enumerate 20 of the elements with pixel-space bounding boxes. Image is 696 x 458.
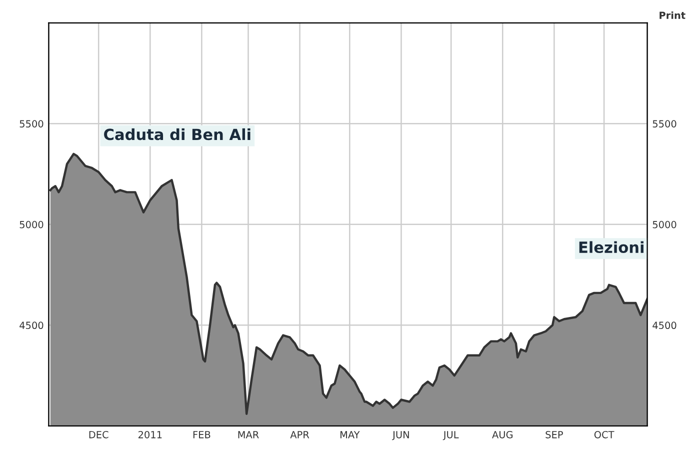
x-tick-label: MAY	[340, 431, 360, 438]
annotation: Elezioni	[579, 241, 644, 254]
text: Print	[660, 11, 686, 19]
y-tick-label: 5000	[20, 220, 44, 228]
x-tick-label: JUL	[442, 431, 459, 440]
x-tick-label: 2011	[138, 430, 162, 438]
x-tick-label: APR	[290, 431, 310, 438]
y-tick-label: 4500	[20, 322, 44, 330]
x-tick-label: JUN	[392, 431, 409, 440]
x-tick-label: DEC	[89, 430, 108, 438]
annotation: Caduta di Ben Ali	[104, 128, 250, 140]
x-tick-label: AUG	[492, 430, 512, 438]
x-tick-label: FEB	[193, 431, 210, 438]
x-tick-label: OCT	[594, 430, 614, 438]
y2-tick-label: 5000	[652, 220, 676, 228]
y-tick-label: 5500	[20, 120, 44, 128]
y2-tick-label: 4500	[652, 322, 676, 330]
y2-tick-label: 5500	[652, 120, 676, 128]
x-tick-label: MAR	[238, 431, 259, 438]
x-tick-label: SEP	[546, 430, 563, 438]
